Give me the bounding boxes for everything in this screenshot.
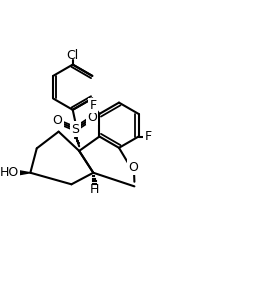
Text: Cl: Cl [67,49,79,62]
Text: O: O [128,161,138,174]
Text: HO: HO [0,166,19,179]
Text: S: S [71,123,79,135]
Text: F: F [90,99,96,112]
Text: O: O [52,114,62,126]
Polygon shape [19,171,30,175]
Text: F: F [144,130,152,143]
Text: H: H [90,184,99,196]
Text: O: O [87,111,97,124]
